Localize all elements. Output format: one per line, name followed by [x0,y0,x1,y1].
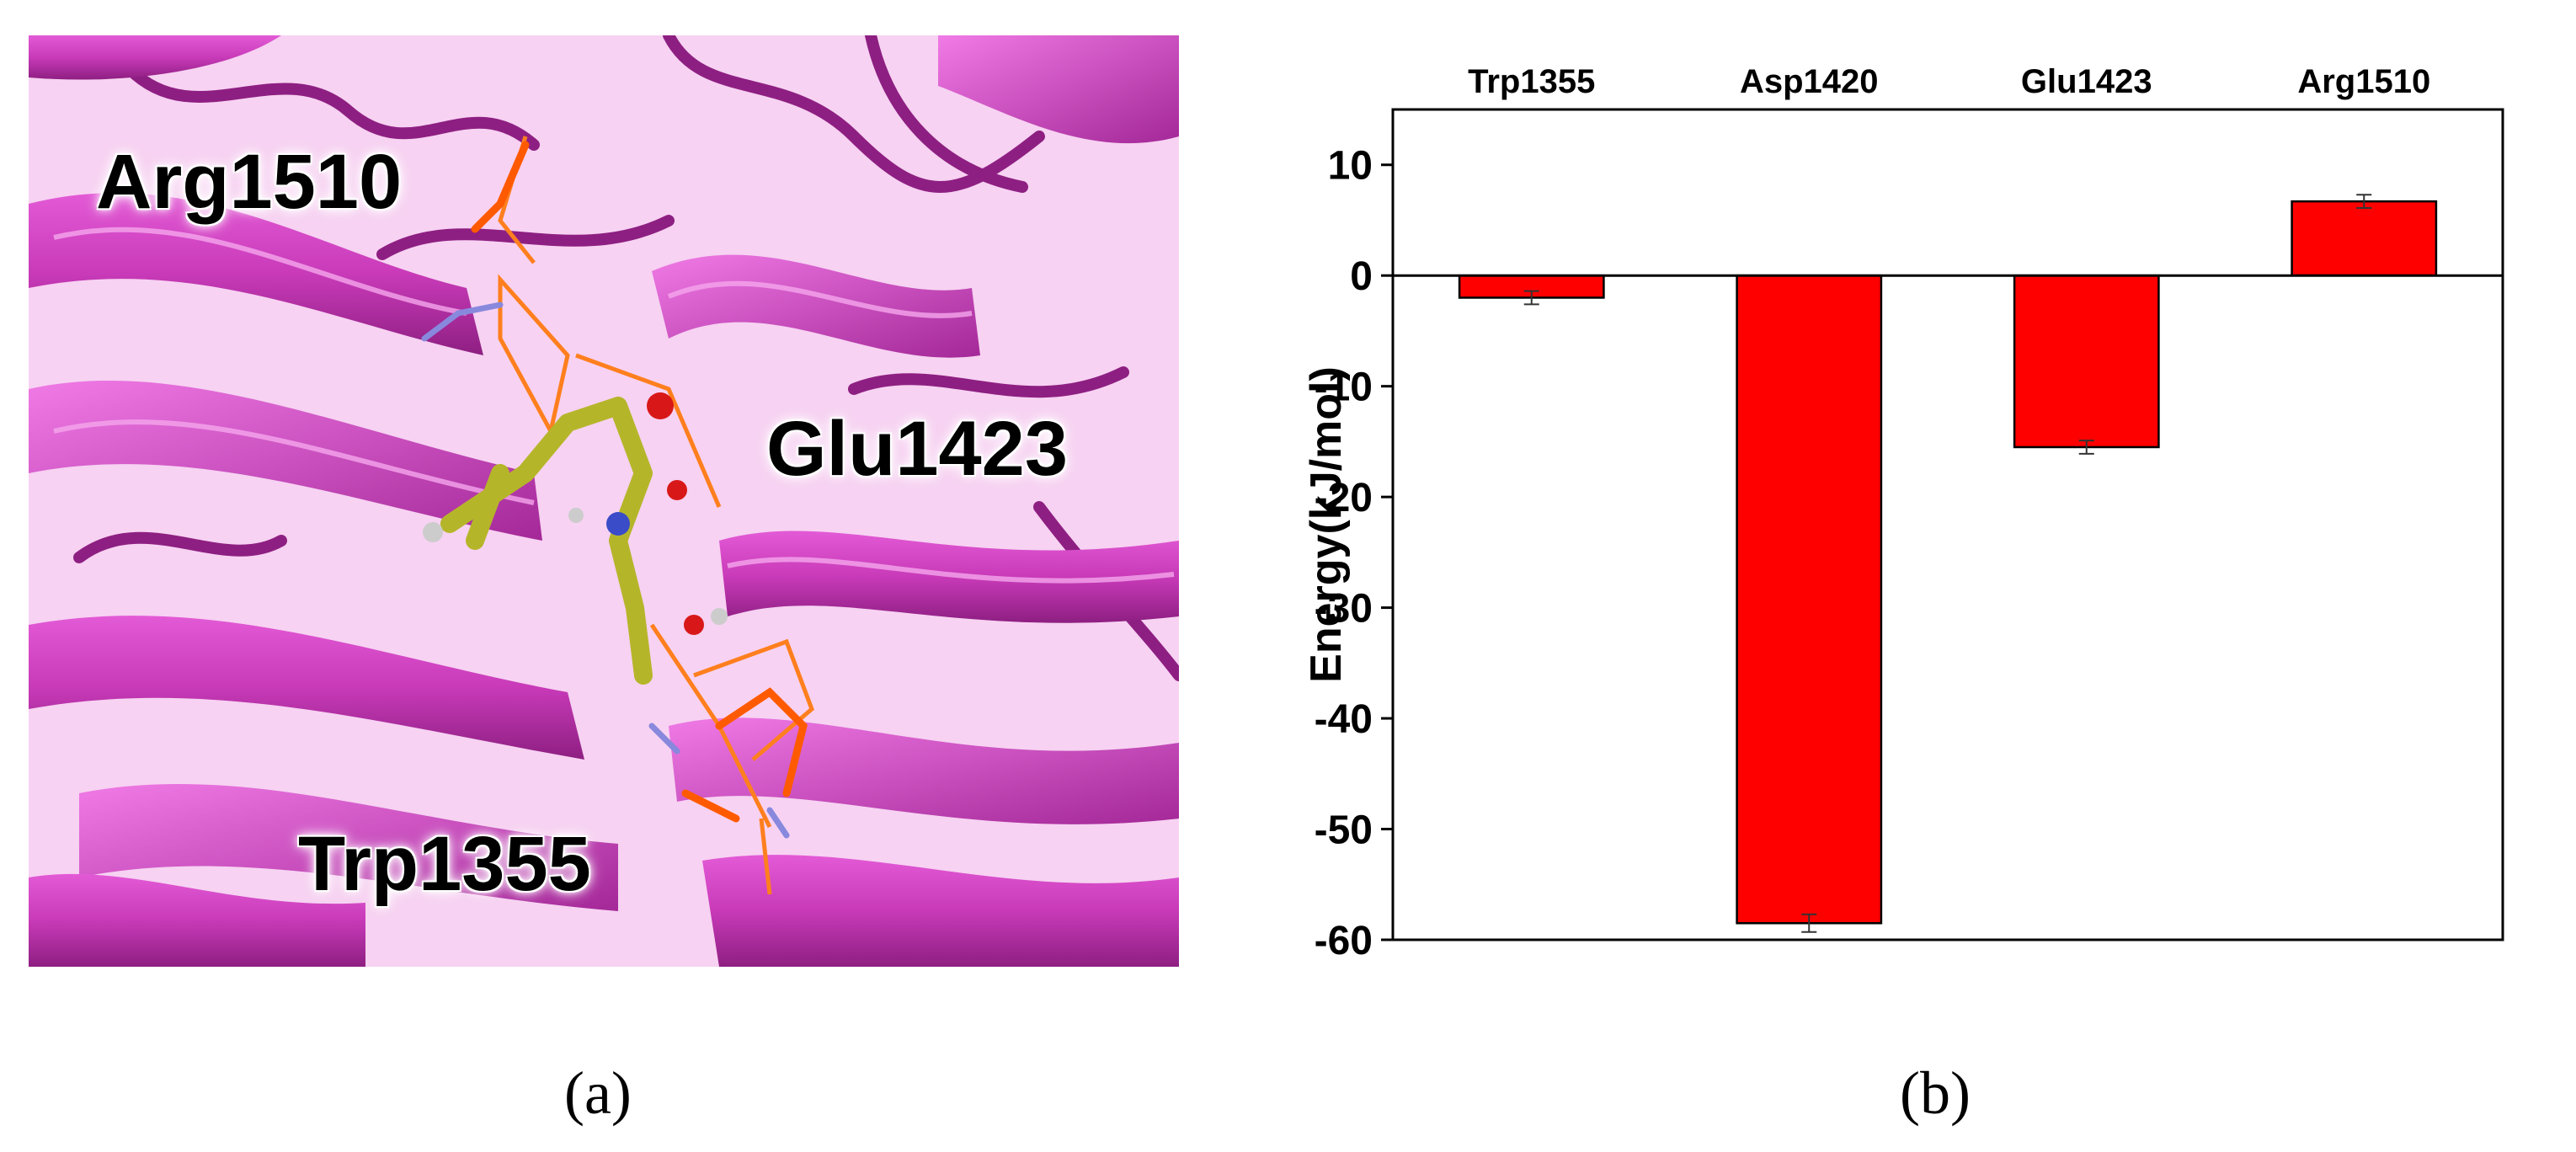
y-tick-label: 0 [1350,254,1373,299]
error-bar-glu1423 [2078,440,2094,455]
y-tick-label: -10 [1315,365,1373,410]
molecular-structure-image: Arg1510 Glu1423 Trp1355 [29,35,1179,967]
error-bar-arg1510 [2356,194,2372,210]
bar-arg1510 [2291,200,2438,277]
residue-label-arg1510: Arg1510 [96,139,403,225]
y-tick-label: -50 [1315,808,1373,853]
category-labels: Trp1355 Asp1420 Glu1423 Arg1510 [1468,63,2430,100]
bar-glu1423 [2013,274,2160,449]
residue-label-glu1423: Glu1423 [766,406,1068,492]
bar-asp1420 [1736,274,1883,925]
residue-label-trp1355: Trp1355 [298,821,591,907]
protein-ribbon-picture [29,35,1179,967]
y-tick-label: 10 [1328,144,1373,189]
y-tick-label: -60 [1315,919,1373,963]
y-tick-label: -20 [1315,476,1373,520]
category-label-glu1423: Glu1423 [2021,63,2152,100]
error-bars-layer [1523,194,2372,933]
error-bar-asp1420 [1801,913,1817,933]
caption-b: (b) [1900,1059,1971,1127]
error-bar-trp1355 [1523,290,1539,306]
y-axis-ticks: 10 0 -10 -20 -30 -40 -50 -60 [1315,144,1393,963]
caption-a: (a) [564,1059,632,1127]
bars-layer [1458,200,2438,925]
category-label-arg1510: Arg1510 [2297,63,2430,100]
y-tick-label: -30 [1315,587,1373,632]
y-axis-label: Energy(kJ/mol) [1302,366,1351,683]
category-label-trp1355: Trp1355 [1468,63,1595,100]
category-label-asp1420: Asp1420 [1740,63,1879,100]
plot-frame [1391,108,2504,941]
y-tick-label: -40 [1315,697,1373,742]
